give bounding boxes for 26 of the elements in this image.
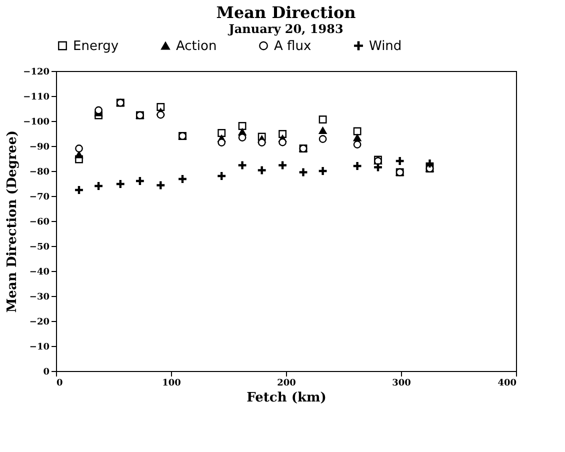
y-tick-label: −20 [29,318,50,328]
y-tick-label: −80 [29,168,50,178]
y-tick-label: 0 [43,368,50,378]
legend-label: A flux [274,38,312,54]
y-tick-label: −10 [29,342,50,352]
y-tick-label: −120 [23,68,50,78]
y-tick-label: −70 [29,192,50,202]
y-tick-label: −100 [23,118,50,128]
y-axis-title: Mean Direction (Degree) [5,130,20,313]
x-tick-label: 200 [277,378,296,388]
chart-title: Mean Direction [216,3,356,22]
x-tick-label: 100 [162,378,181,388]
y-tick-label: −30 [29,292,50,302]
legend-label: Wind [369,38,402,54]
legend-label: Action [176,38,217,54]
legend-label: Energy [73,38,119,54]
x-tick-label: 400 [498,378,516,388]
x-tick-label: 300 [392,378,411,388]
y-tick-label: −40 [29,268,50,278]
y-tick-label: −110 [23,92,50,102]
y-tick-label: −90 [29,142,50,152]
x-tick-label: 0 [56,378,63,388]
x-axis-title: Fetch (km) [246,390,326,406]
y-tick-label: −60 [29,218,50,228]
y-tick-label: −50 [29,242,50,252]
chart-subtitle: January 20, 1983 [228,22,344,36]
